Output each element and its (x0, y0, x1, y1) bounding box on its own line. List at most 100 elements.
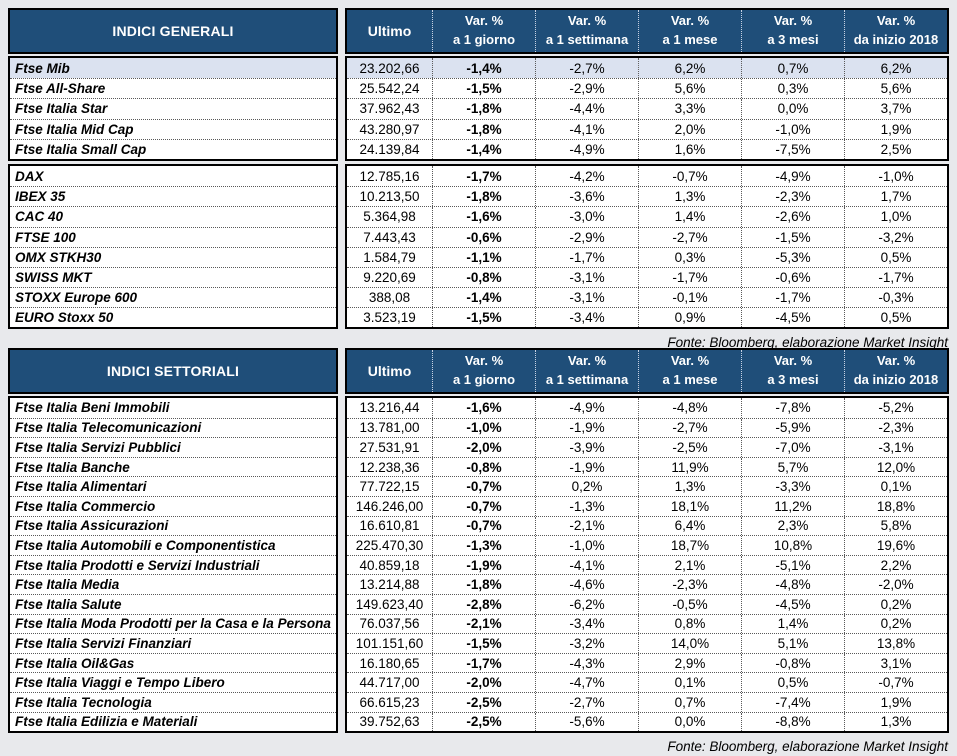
percent-change-cell: 3,7% (844, 99, 947, 119)
percent-change-cell: 0,7% (638, 692, 741, 712)
column-header: Var. % da inizio 2018 (844, 350, 947, 392)
percent-change-cell: 0,1% (638, 673, 741, 692)
index-name-cell: Ftse Italia Star (10, 98, 336, 118)
index-name-cell: Ftse Italia Media (10, 574, 336, 594)
column-headers: Ultimo Var. % a 1 giorno Var. % a 1 settiman… (345, 8, 949, 54)
percent-change-cell: -6,2% (535, 594, 638, 614)
percent-change-cell: 18,1% (638, 496, 741, 516)
percent-change-cell: -0,8% (432, 457, 535, 477)
table-section: Ftse Italia Beni Immobili Ftse Italia Tel… (8, 396, 949, 734)
column-header-line1: Ultimo (367, 362, 412, 379)
last-price-cell: 24.139,84 (359, 141, 420, 157)
last-price-cell: 10.213,50 (359, 189, 420, 205)
index-name-cell: Ftse Italia Beni Immobili (15, 400, 170, 416)
column-header-line1: Var. % (464, 353, 504, 369)
percent-change-cell: -5,1% (741, 555, 844, 575)
last-price-cell: 40.859,18 (359, 557, 420, 573)
source-note: Fonte: Bloomberg, elaborazione Market In… (667, 335, 948, 351)
percent-change-cell: -1,5% (741, 227, 844, 247)
percent-change-cell: -1,7% (432, 165, 535, 187)
percent-change-cell: -1,7% (844, 267, 947, 288)
percent-change-cell: 0,9% (638, 308, 741, 328)
percent-change-cell: -0,7% (432, 516, 535, 536)
percent-change-cell: -7,0% (741, 438, 844, 457)
percent-change-cell: -4,4% (535, 99, 638, 119)
percent-change-cell: -2,5% (432, 712, 535, 732)
percent-change-cell: -1,8% (432, 99, 535, 119)
last-price-cell: 44.717,00 (359, 675, 420, 691)
last-price-cell: 23.202,66 (359, 60, 420, 76)
table-row: 9.220,69 -0,8% -3,1% -1,7% -0,6% -1,7% (347, 266, 947, 288)
column-header-line1: Var. % (670, 353, 710, 369)
last-price-cell: 7.443,43 (363, 229, 416, 245)
table-row: 43.280,97 -1,8% -4,1% 2,0% -1,0% 1,9% (347, 118, 947, 139)
percent-change-cell: 3,1% (844, 653, 947, 673)
index-name-cell: Ftse Italia Prodotti e Servizi Industria… (10, 554, 336, 575)
table-row: 23.202,66 -1,4% -2,7% 6,2% 0,7% 6,2% (347, 58, 947, 79)
last-price-cell: 101.151,60 (355, 635, 424, 651)
column-header: Var. % a 3 mesi (741, 350, 844, 392)
percent-change-cell: -0,7% (432, 477, 535, 496)
index-name-cell: Ftse Italia Telecomunicazioni (10, 417, 336, 438)
index-name-cell: FTSE 100 (10, 226, 336, 247)
percent-change-cell: -0,8% (432, 267, 535, 288)
percent-change-cell: -4,2% (535, 165, 638, 187)
last-price-cell: 12.785,16 (359, 168, 420, 184)
percent-change-cell: -4,8% (638, 398, 741, 418)
percent-change-cell: -1,7% (638, 267, 741, 288)
column-headers: Ultimo Var. % a 1 giorno Var. % a 1 settiman… (345, 348, 949, 394)
percent-change-cell: 10,8% (741, 536, 844, 555)
percent-change-cell: -1,0% (741, 119, 844, 139)
percent-change-cell: -1,1% (432, 247, 535, 267)
percent-change-cell: -1,3% (535, 496, 638, 516)
percent-change-cell: -1,4% (432, 288, 535, 308)
last-price-cell: 149.623,40 (355, 596, 424, 612)
column-header-line1: Var. % (567, 353, 607, 369)
percent-change-cell: 2,1% (638, 555, 741, 575)
column-header: Ultimo (347, 350, 432, 392)
percent-change-cell: 6,4% (638, 516, 741, 536)
indici-settoriali-table: INDICI SETTORIALI Ultimo Var. % a 1 giorno… (8, 348, 949, 755)
index-name-cell: Ftse Italia Alimentari (10, 476, 336, 496)
column-header-line1: Var. % (773, 13, 813, 29)
percent-change-cell: -1,6% (432, 207, 535, 227)
column-header-line1: Var. % (876, 13, 916, 29)
percent-change-cell: -1,9% (535, 457, 638, 477)
percent-change-cell: 0,3% (741, 79, 844, 99)
table-row: 10.213,50 -1,8% -3,6% 1,3% -2,3% 1,7% (347, 186, 947, 207)
percent-change-cell: 1,4% (638, 207, 741, 227)
values-columns: 23.202,66 -1,4% -2,7% 6,2% 0,7% 6,2% 25.542,24… (345, 56, 949, 161)
index-name-cell: DAX (15, 168, 44, 184)
index-name-cell: IBEX 35 (10, 186, 336, 206)
column-header-line2: a 1 giorno (452, 32, 516, 47)
percent-change-cell: 18,7% (638, 536, 741, 555)
last-price-cell: 27.531,91 (359, 439, 420, 455)
percent-change-cell: 0,5% (844, 308, 947, 328)
percent-change-cell: 6,2% (638, 58, 741, 79)
index-name-cell: Ftse Italia Automobili e Componentistica (10, 535, 336, 555)
table-row: 39.752,63 -2,5% -5,6% 0,0% -8,8% 1,3% (347, 711, 947, 732)
percent-change-cell: -1,0% (432, 418, 535, 438)
percent-change-cell: 19,6% (844, 536, 947, 555)
column-header: Var. % da inizio 2018 (844, 10, 947, 52)
percent-change-cell: -2,7% (638, 418, 741, 438)
column-header-line2: a 3 mesi (767, 372, 819, 387)
percent-change-cell: 2,0% (638, 119, 741, 139)
percent-change-cell: -2,0% (432, 438, 535, 457)
percent-change-cell: 11,2% (741, 496, 844, 516)
source-note: Fonte: Bloomberg, elaborazione Market In… (667, 739, 948, 755)
table-row: 16.180,65 -1,7% -4,3% 2,9% -0,8% 3,1% (347, 652, 947, 673)
table-row: 76.037,56 -2,1% -3,4% 0,8% 1,4% 0,2% (347, 613, 947, 634)
column-gap (338, 396, 345, 733)
table-row: 77.722,15 -0,7% 0,2% 1,3% -3,3% 0,1% (347, 476, 947, 496)
table-row: 3.523,19 -1,5% -3,4% 0,9% -4,5% 0,5% (347, 307, 947, 328)
index-name-cell: CAC 40 (10, 206, 336, 226)
percent-change-cell: -7,5% (741, 139, 844, 159)
index-name-cell: Ftse Italia Small Cap (10, 138, 336, 159)
last-price-cell: 1.584,79 (363, 249, 416, 265)
percent-change-cell: 1,6% (638, 139, 741, 159)
percent-change-cell: 5,6% (844, 79, 947, 99)
last-price-cell: 12.238,36 (359, 459, 420, 475)
column-gap (338, 8, 345, 54)
last-price-cell: 16.610,81 (359, 518, 420, 534)
